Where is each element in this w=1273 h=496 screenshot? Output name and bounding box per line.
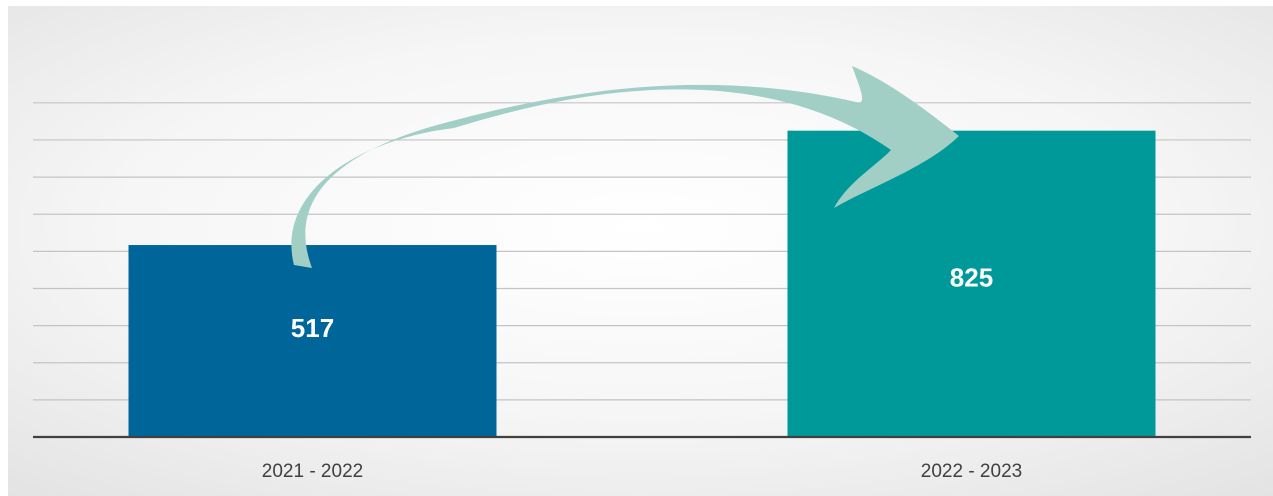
chart-area: 517 825 2021 - 2022 2022 - 2023 <box>8 6 1273 496</box>
bar-chart: 517 825 2021 - 2022 2022 - 2023 <box>33 66 1251 482</box>
x-tick-labels: 2021 - 2022 2022 - 2023 <box>262 461 1022 482</box>
x-tick-label-1: 2021 - 2022 <box>262 461 363 482</box>
bar-2 <box>787 130 1156 437</box>
x-tick-label-2: 2022 - 2023 <box>921 461 1022 482</box>
data-label-1: 517 <box>291 313 334 343</box>
bar-1 <box>128 245 497 437</box>
bars <box>33 130 1251 439</box>
data-labels: 517 825 <box>291 263 993 343</box>
data-label-2: 825 <box>950 263 993 293</box>
